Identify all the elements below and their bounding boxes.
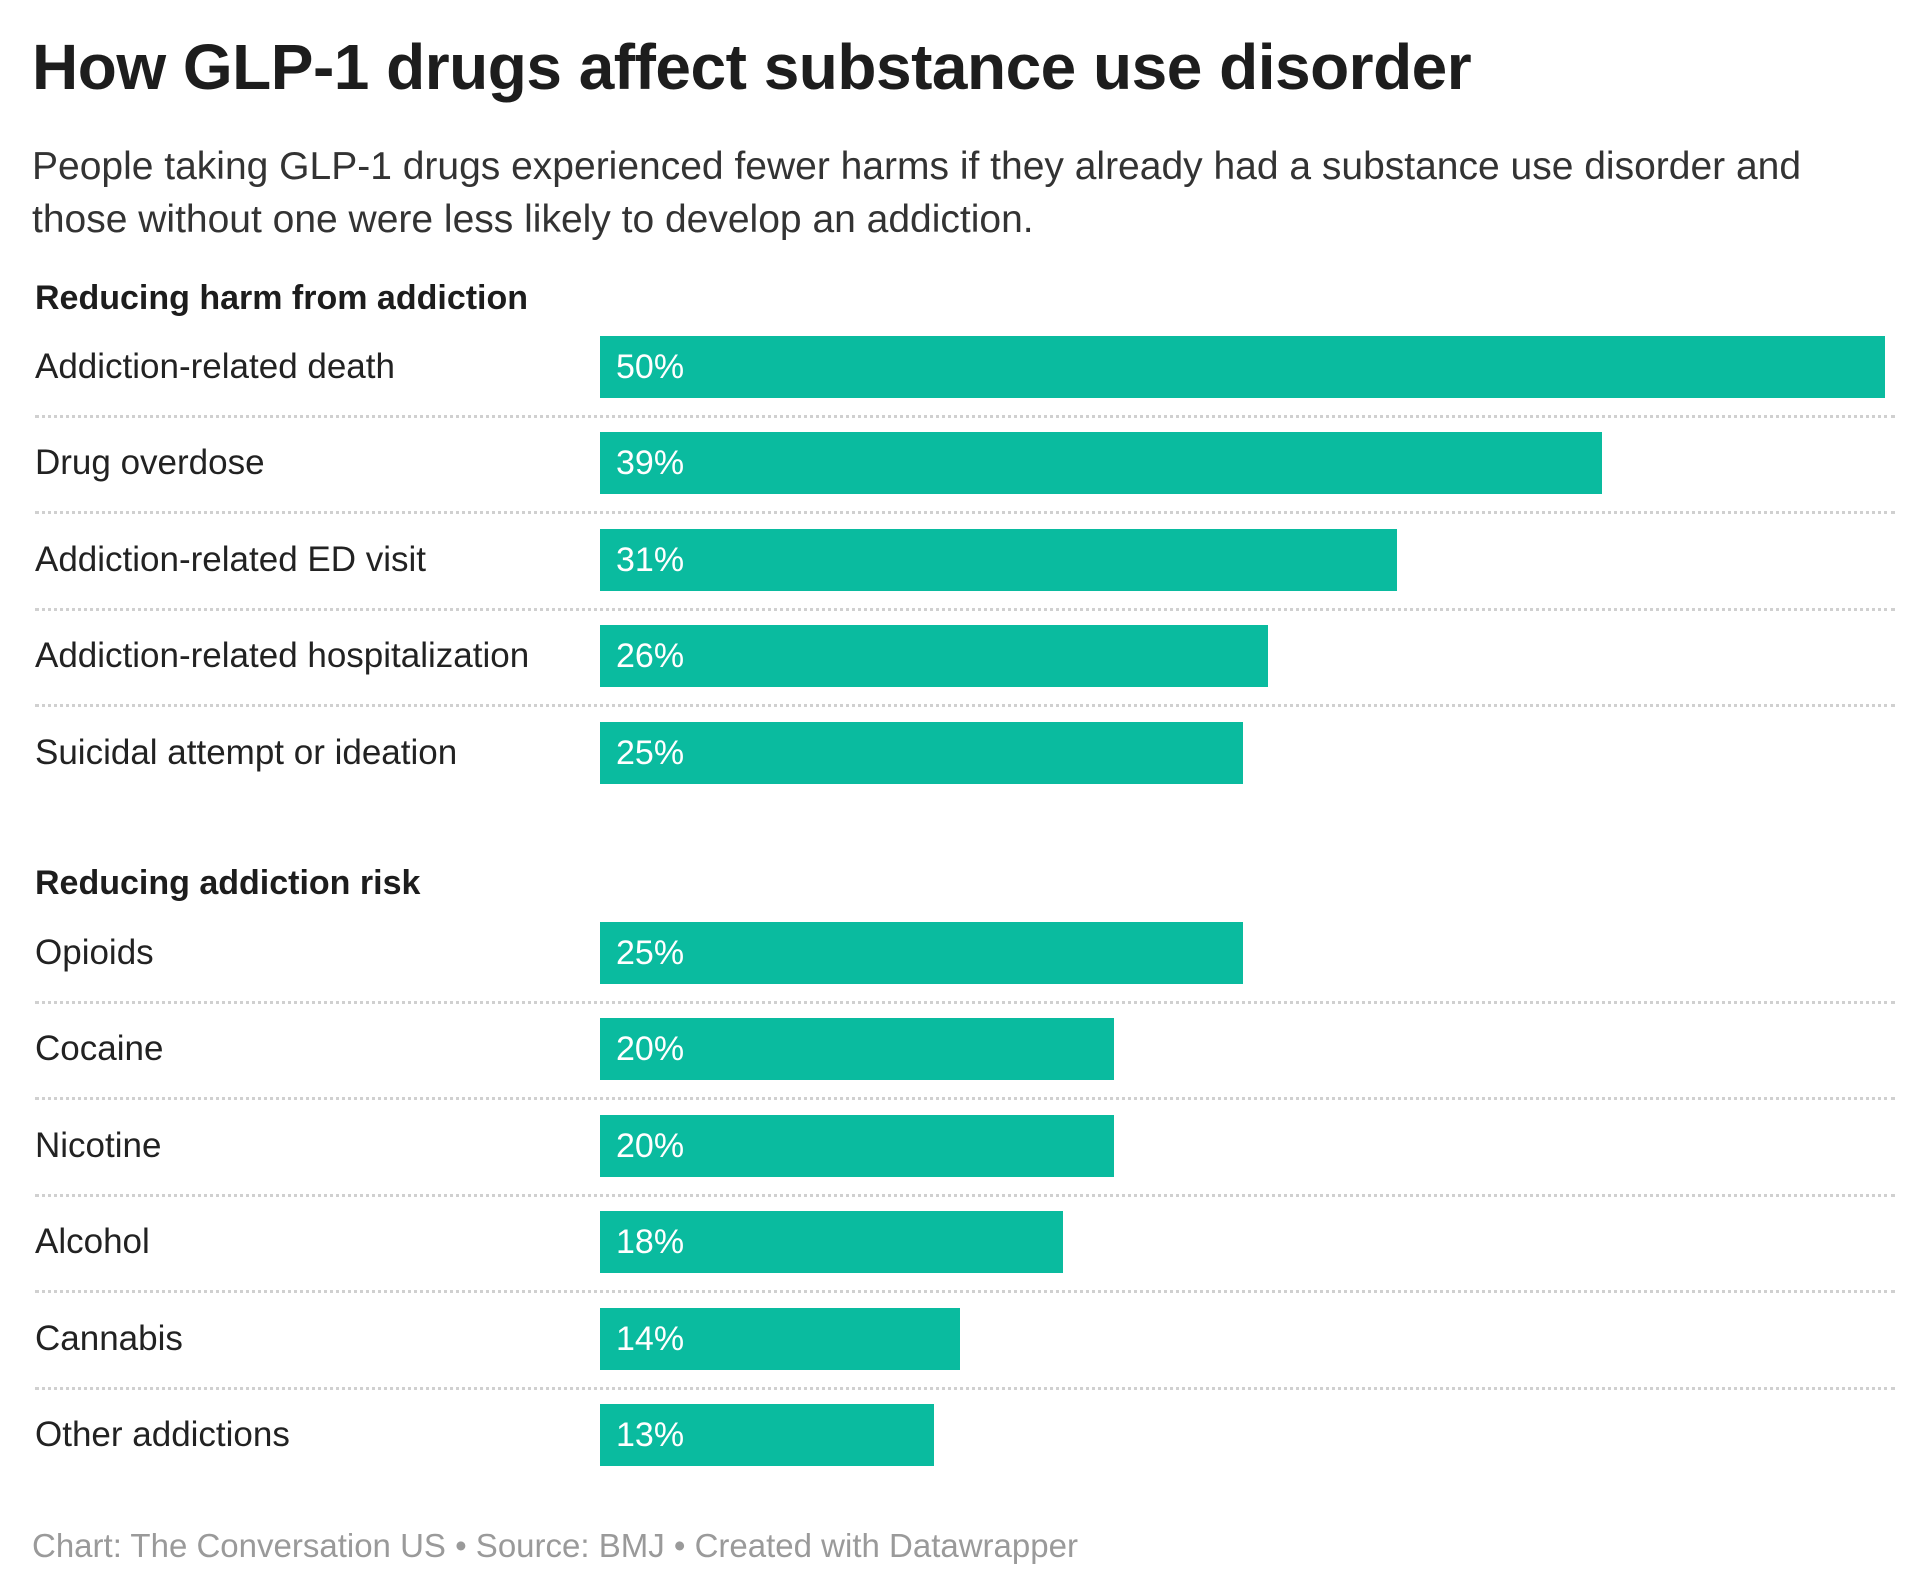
value-label: 20% (616, 1126, 685, 1165)
category-label: Addiction-related death (35, 347, 395, 386)
category-label: Suicidal attempt or ideation (35, 732, 458, 772)
row-divider (35, 511, 1895, 515)
category-label: Other addictions (35, 1415, 290, 1454)
value-label: 39% (616, 444, 685, 483)
value-label: 25% (616, 934, 685, 972)
bar: 14% (600, 1307, 960, 1370)
bar: 13% (600, 1404, 935, 1466)
bar: 50% (600, 336, 1885, 398)
value-label: 25% (616, 733, 685, 772)
value-label: 26% (616, 637, 685, 676)
value-label: 50% (616, 348, 685, 386)
bar: 31% (600, 528, 1397, 591)
bar: 20% (600, 1018, 1114, 1081)
value-label: 20% (616, 1030, 685, 1069)
bar: 25% (600, 721, 1243, 784)
row-divider (35, 415, 1895, 418)
row-divider (35, 704, 1895, 708)
value-label: 31% (616, 540, 685, 579)
category-label: Addiction-related hospitalization (35, 636, 530, 676)
bar: 25% (600, 922, 1243, 984)
chart-subtitle: People taking GLP-1 drugs experienced fe… (32, 145, 1802, 241)
row-divider (35, 607, 1895, 611)
row-divider (35, 1386, 1895, 1390)
bar: 26% (600, 625, 1269, 688)
category-label: Drug overdose (35, 443, 265, 483)
chart-footer: Chart: The Conversation US • Source: BMJ… (32, 1527, 1078, 1564)
section-heading: Reducing harm from addiction (35, 279, 529, 317)
category-label: Nicotine (35, 1125, 162, 1165)
chart-title: How GLP-1 drugs affect substance use dis… (32, 31, 1472, 103)
category-label: Addiction-related ED visit (35, 539, 426, 579)
bar: 20% (600, 1114, 1114, 1177)
bar: 18% (600, 1211, 1063, 1274)
category-label: Opioids (35, 933, 154, 972)
row-divider (35, 1193, 1895, 1197)
category-label: Alcohol (35, 1222, 150, 1262)
value-label: 18% (616, 1223, 685, 1262)
row-divider (35, 1001, 1895, 1004)
value-label: 14% (616, 1319, 685, 1358)
category-label: Cannabis (35, 1318, 183, 1358)
row-divider (35, 1290, 1895, 1294)
section-heading: Reducing addiction risk (35, 864, 421, 902)
category-label: Cocaine (35, 1029, 164, 1069)
row-divider (35, 1097, 1895, 1101)
bar: 39% (600, 432, 1603, 495)
value-label: 13% (616, 1416, 685, 1454)
